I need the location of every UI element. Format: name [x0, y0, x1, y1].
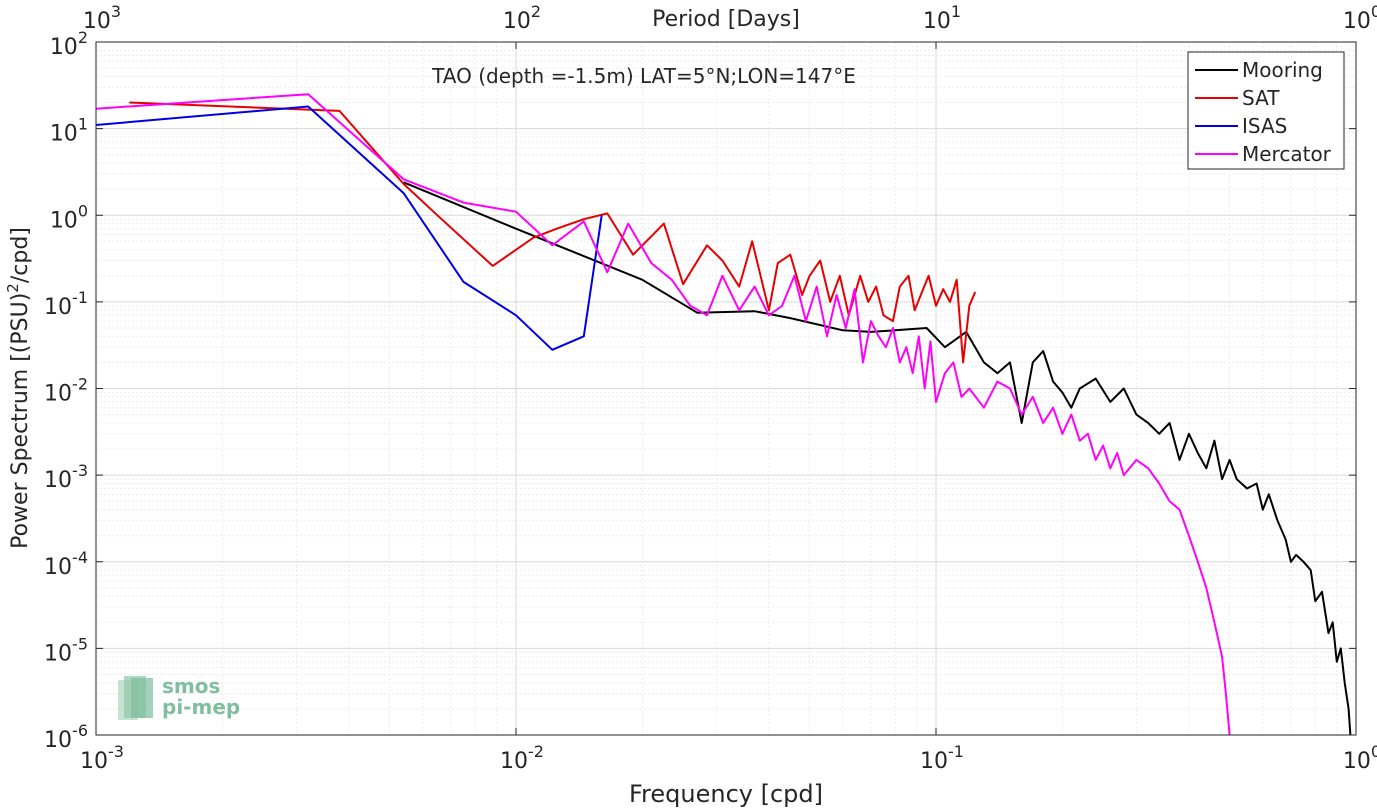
y-tick-label: 10-4	[44, 548, 88, 580]
y-tick-label: 10-1	[44, 288, 88, 320]
x-tick-label: 10-3	[80, 742, 124, 774]
logo-layer-3	[131, 678, 153, 718]
chart-title: TAO (depth =-1.5m) LAT=5°N;LON=147°E	[431, 64, 856, 88]
legend: Mooring SAT ISAS Mercator	[1187, 51, 1345, 170]
top-tick-labels: 103 102 101 100	[83, 2, 1377, 34]
x-tick-label: 10-2	[500, 742, 544, 774]
top-axis-label: Period [Days]	[652, 7, 800, 32]
smos-pi-mep-logo: smos pi-mep	[118, 674, 240, 720]
top-tick-label: 100	[1343, 2, 1377, 34]
top-tick-label: 103	[83, 2, 121, 34]
y-tick-label: 101	[50, 115, 88, 147]
series-line-isas	[95, 105, 603, 351]
legend-label-mooring: Mooring	[1242, 58, 1323, 82]
series-line-mooring	[403, 181, 1352, 736]
y-tick-label: 10-2	[44, 375, 88, 407]
grid	[96, 42, 1356, 735]
legend-box	[1187, 51, 1345, 170]
tick-marks	[95, 41, 1357, 736]
y-tick-label: 102	[50, 28, 88, 60]
y-axis-label: Power Spectrum [(PSU)2/cpd]	[4, 227, 33, 549]
y-tick-labels: 10-6 10-5 10-4 10-3 10-2 10-1 100 101 102	[44, 28, 88, 753]
series-line-sat	[129, 101, 977, 364]
top-tick-label: 101	[923, 2, 961, 34]
y-tick-label: 100	[50, 201, 88, 233]
y-tick-label: 10-6	[44, 721, 88, 753]
x-tick-labels: 10-3 10-2 10-1 100	[80, 742, 1377, 774]
series-lines	[95, 93, 1352, 736]
legend-label-sat: SAT	[1242, 86, 1280, 110]
legend-label-isas: ISAS	[1242, 114, 1287, 138]
logo-text-pi-mep: pi-mep	[162, 695, 240, 719]
x-tick-label: 100	[1343, 742, 1377, 774]
logo-text-smos: smos	[162, 674, 220, 698]
y-tick-label: 10-5	[44, 634, 88, 666]
x-tick-label: 10-1	[920, 742, 964, 774]
legend-entries: Mooring SAT ISAS Mercator	[1195, 58, 1332, 166]
top-tick-label: 102	[503, 2, 541, 34]
legend-label-mercator: Mercator	[1242, 142, 1332, 166]
series-line-mercator	[95, 93, 1231, 736]
y-tick-label: 10-3	[44, 461, 88, 493]
x-axis-label: Frequency [cpd]	[629, 780, 823, 808]
